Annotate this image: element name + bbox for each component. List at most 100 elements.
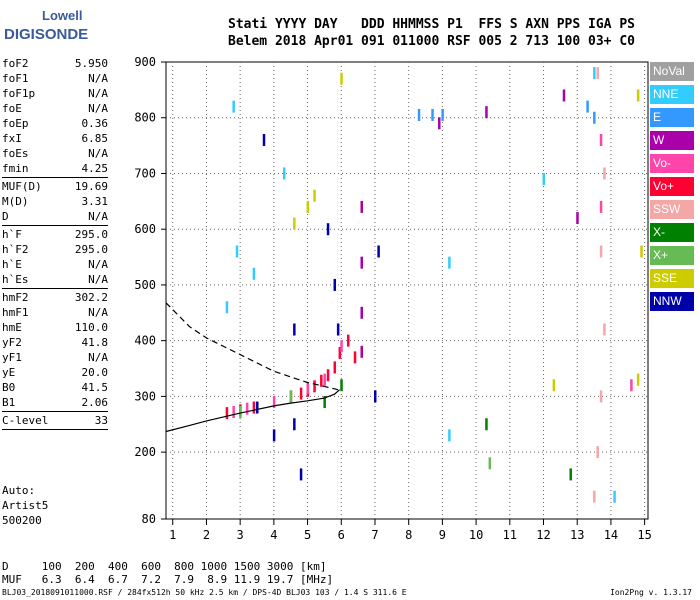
param-value: N/A	[88, 102, 108, 115]
param-row: foF2 5.950	[2, 56, 108, 71]
param-row: D N/A	[2, 209, 108, 224]
y-tick-label: 600	[134, 222, 156, 236]
legend-item-vo-: Vo-	[650, 154, 694, 173]
point-vo-	[347, 334, 350, 347]
param-row: foEs N/A	[2, 146, 108, 161]
point-vo-	[245, 402, 249, 415]
point-vo-	[630, 379, 633, 392]
point-x-	[323, 395, 326, 408]
point-ssw	[599, 245, 603, 258]
param-value: 33	[94, 414, 108, 427]
param-key: h`F	[2, 228, 22, 241]
point-nne	[613, 490, 616, 503]
param-value: 110.0	[74, 321, 108, 334]
param-key: foF2	[2, 57, 29, 70]
x-tick-label: 6	[338, 528, 345, 542]
param-row: hmF2 302.2	[2, 290, 108, 305]
point-vo-	[338, 346, 342, 359]
point-vo-	[323, 373, 326, 386]
param-key: yF2	[2, 336, 22, 349]
param-value: N/A	[88, 147, 108, 160]
param-row: h`F 295.0	[2, 227, 108, 242]
header-values: Belem 2018 Apr01 091 011000 RSF 005 2 71…	[228, 34, 635, 49]
point-sse	[552, 379, 556, 392]
point-vo-	[320, 374, 323, 387]
y-tick-label: 80	[142, 512, 156, 526]
auto-artist: Artist5	[2, 499, 49, 512]
param-key: foF1	[2, 72, 29, 85]
param-key: foF1p	[2, 87, 36, 100]
y-tick-label: 900	[134, 55, 156, 69]
param-row: hmE 110.0	[2, 320, 108, 335]
param-key: foEs	[2, 147, 29, 160]
param-row: h`Es N/A	[2, 272, 108, 287]
logo-lowell-text: Lowell	[42, 8, 83, 23]
param-value: N/A	[88, 87, 108, 100]
autoscaling-info: Auto: Artist5 500200	[2, 483, 48, 528]
param-key: fmin	[2, 162, 29, 175]
param-row: h`E N/A	[2, 257, 108, 272]
param-value: 4.25	[81, 162, 109, 175]
param-key: C-level	[2, 414, 49, 427]
point-sse	[340, 72, 343, 85]
point-nnw	[272, 429, 276, 442]
point-e	[431, 108, 434, 121]
param-key: B1	[2, 396, 16, 409]
y-tick-label: 400	[134, 334, 156, 348]
point-nnw	[336, 323, 340, 336]
param-value: 0.36	[81, 117, 109, 130]
param-value: 41.5	[81, 381, 109, 394]
legend: NoVal NNE E W Vo- Vo+ SSW X- X+ SSE NNW	[650, 62, 694, 315]
x-tick-label: 10	[469, 528, 483, 542]
point-w	[562, 89, 566, 102]
param-value: 295.0	[74, 228, 108, 241]
param-row: hmF1 N/A	[2, 305, 108, 320]
param-key: MUF(D)	[2, 180, 42, 193]
x-tick-label: 1	[169, 528, 176, 542]
point-e	[586, 100, 589, 113]
distance-row: D 100 200 400 600 800 1000 1500 3000 [km…	[2, 560, 327, 573]
param-key: yE	[2, 366, 16, 379]
param-row: h`F2 295.0	[2, 242, 108, 257]
param-key: B0	[2, 381, 16, 394]
param-value: 5.950	[74, 57, 108, 70]
point-w	[360, 306, 363, 319]
point-x-	[289, 390, 293, 403]
param-separator	[2, 411, 108, 412]
ionogram-chart: 1 2 3 4 5 6 7 8 9 10 11 12 13 14 158020030040050060070…	[134, 55, 652, 542]
digisonde-logo: Lowell DIGISONDE	[2, 8, 112, 48]
y-tick-label: 500	[134, 278, 156, 292]
point-nne	[593, 67, 596, 80]
legend-item-ssw: SSW	[650, 200, 694, 219]
footer-version: Ion2Png v. 1.3.17	[610, 588, 692, 597]
param-row: foF1 N/A	[2, 71, 108, 86]
point-nne	[542, 173, 546, 186]
point-ssw	[603, 167, 606, 180]
param-row: fmin 4.25	[2, 161, 108, 176]
legend-item-sse: SSE	[650, 269, 694, 288]
param-row: foE N/A	[2, 101, 108, 116]
point-x-	[239, 405, 242, 418]
param-separator	[2, 177, 108, 178]
x-tick-label: 15	[637, 528, 651, 542]
point-nnw	[293, 418, 296, 431]
legend-item-noval: NoVal	[650, 62, 694, 81]
point-w	[576, 212, 579, 225]
auto-code: 500200	[2, 514, 42, 527]
point-sse	[636, 373, 640, 386]
x-tick-label: 3	[237, 528, 244, 542]
point-vo-	[313, 380, 316, 393]
point-nnw	[373, 390, 377, 403]
param-key: foEp	[2, 117, 29, 130]
point-nne	[252, 267, 256, 280]
point-w	[485, 106, 488, 119]
point-nne	[282, 167, 286, 180]
param-key: hmF2	[2, 291, 29, 304]
point-sse	[636, 89, 640, 102]
point-x-	[569, 468, 572, 481]
param-value: N/A	[88, 72, 108, 85]
profile-solid-line	[165, 389, 340, 433]
point-vo-	[306, 382, 310, 395]
point-w	[360, 256, 363, 269]
legend-item-vo-: Vo+	[650, 177, 694, 196]
